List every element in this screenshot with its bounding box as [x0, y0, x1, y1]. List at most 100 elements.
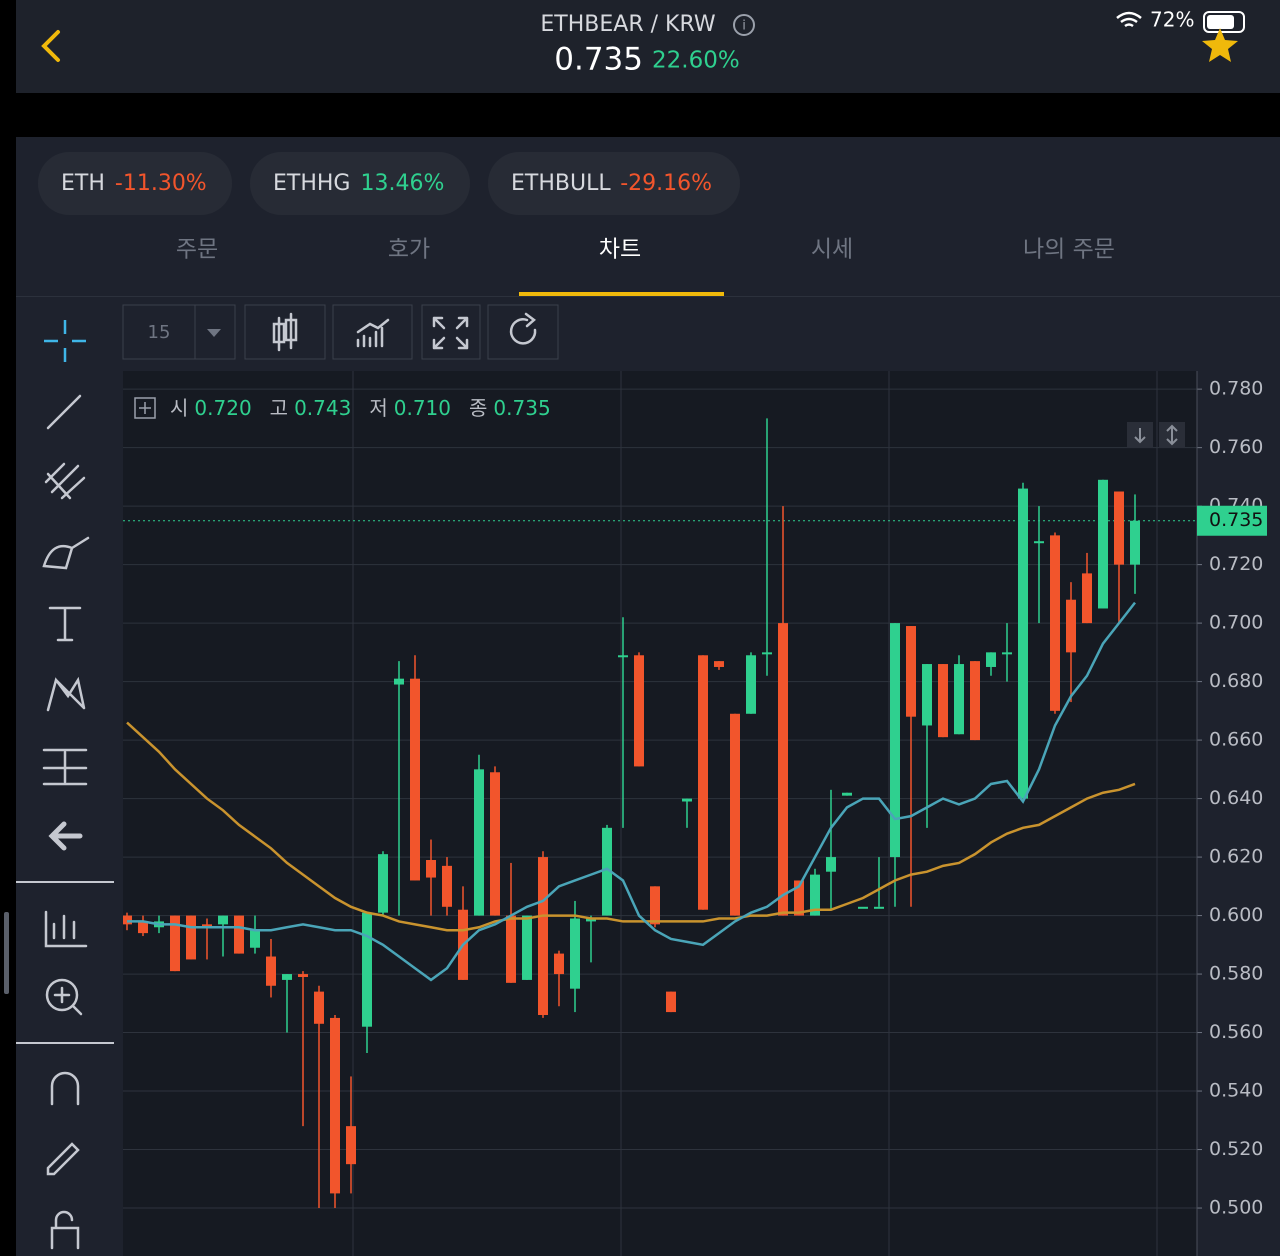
y-tick-label: 0.580 — [1209, 963, 1263, 985]
candle-body — [682, 799, 692, 802]
candle-body — [330, 1018, 340, 1193]
chip-name: ETHBULL — [511, 171, 611, 196]
chip-change: -11.30% — [115, 171, 207, 196]
price-change: 22.60% — [652, 48, 740, 74]
candle-body — [298, 974, 308, 977]
candle-body — [922, 664, 932, 725]
candle-body — [442, 866, 452, 907]
interval: 15 — [148, 322, 171, 343]
scroll-handle[interactable] — [4, 912, 9, 994]
y-tick-label: 0.600 — [1209, 904, 1263, 926]
y-tick-label: 0.500 — [1209, 1197, 1263, 1219]
candle-body — [554, 954, 564, 974]
candle-body — [842, 793, 852, 796]
candle-body — [538, 857, 548, 1015]
chips: ETH-11.30%ETHHG13.46%ETHBULL-29.16% — [38, 152, 740, 215]
tab[interactable]: 나의 주문 — [1023, 237, 1115, 263]
candle-body — [1050, 535, 1060, 710]
indicator-button[interactable] — [333, 305, 412, 359]
tab[interactable]: 시세 — [811, 237, 853, 263]
divider — [16, 296, 1280, 297]
candle-body — [954, 664, 964, 734]
refresh-button[interactable] — [488, 305, 558, 359]
y-tick-label: 0.760 — [1209, 436, 1263, 458]
candle-body — [970, 661, 980, 740]
chip-label: ETH -11.30% — [61, 171, 207, 196]
candle-body — [906, 626, 916, 717]
y-tick-label: 0.780 — [1209, 378, 1263, 400]
candle-body — [378, 854, 388, 912]
y-tick-label: 0.520 — [1209, 1138, 1263, 1160]
candle-body — [650, 886, 660, 924]
y-tick-label: 0.560 — [1209, 1021, 1263, 1043]
chip-change: 13.46% — [360, 171, 444, 196]
ohlc-name: 고 — [270, 396, 288, 420]
candle-body — [1082, 573, 1092, 623]
y-tick-label: 0.660 — [1209, 729, 1263, 751]
candle-body — [714, 661, 724, 667]
tab-underline — [519, 292, 724, 296]
y-tick-label: 0.620 — [1209, 846, 1263, 868]
y-tick-label: 0.700 — [1209, 612, 1263, 634]
candle-body — [890, 623, 900, 857]
candle-body — [490, 772, 500, 915]
candle-body — [426, 860, 436, 878]
candle-body — [618, 655, 628, 657]
chip-name: ETH — [61, 171, 105, 196]
candle-body — [986, 652, 996, 667]
candle-body — [1114, 491, 1124, 564]
ohlc-name: 저 — [369, 396, 387, 420]
candle-body — [506, 916, 516, 983]
info-glyph: i — [742, 19, 746, 34]
chip-name: ETHHG — [273, 171, 350, 196]
candle-body — [266, 957, 276, 986]
tab-active[interactable]: 차트 — [599, 237, 641, 263]
candle-body — [362, 913, 372, 1027]
y-tick-label: 0.640 — [1209, 787, 1263, 809]
candle-body — [346, 1126, 356, 1164]
candle-body — [250, 930, 260, 948]
candle-body — [634, 655, 644, 766]
candle-body — [570, 918, 580, 988]
candle-body — [314, 992, 324, 1024]
plot-bg — [123, 371, 1197, 1256]
candle-body — [698, 655, 708, 909]
ohlc-value: 0.710 — [394, 396, 451, 420]
candle-body — [730, 714, 740, 916]
separator — [16, 1042, 114, 1044]
tab[interactable]: 호가 — [388, 237, 430, 263]
tab[interactable]: 주문 — [176, 237, 218, 263]
y-tick-label: 0.720 — [1209, 553, 1263, 575]
candle-body — [474, 769, 484, 915]
candle-body — [1066, 600, 1076, 653]
ohlc-value: 0.735 — [493, 396, 550, 420]
battery-text: 72% — [1150, 8, 1194, 32]
candle-body — [282, 974, 292, 980]
candle-body — [410, 679, 420, 881]
ohlc-name: 종 — [469, 396, 487, 420]
fullscreen-button[interactable] — [422, 305, 480, 359]
candle-body — [394, 679, 404, 685]
candle-body — [1098, 480, 1108, 609]
candle-body — [666, 992, 676, 1012]
y-tick-label: 0.680 — [1209, 670, 1263, 692]
candle-body — [778, 623, 788, 915]
candle-body — [186, 916, 196, 960]
separator — [16, 881, 114, 883]
last-price-label: 0.735 — [1209, 509, 1263, 531]
ohlc-name: 시 — [170, 396, 188, 420]
candle-body — [874, 907, 884, 909]
candle-body — [762, 652, 772, 654]
candle-body — [234, 916, 244, 954]
pair-title: ETHBEAR / KRW — [540, 12, 715, 37]
y-tick-label: 0.540 — [1209, 1080, 1263, 1102]
candle-body — [938, 664, 948, 737]
candle-body — [218, 916, 228, 925]
candle-body — [1130, 521, 1140, 565]
candle-body — [858, 907, 868, 909]
candle-body — [522, 916, 532, 980]
candle-body — [122, 916, 132, 925]
candle-body — [826, 857, 836, 872]
